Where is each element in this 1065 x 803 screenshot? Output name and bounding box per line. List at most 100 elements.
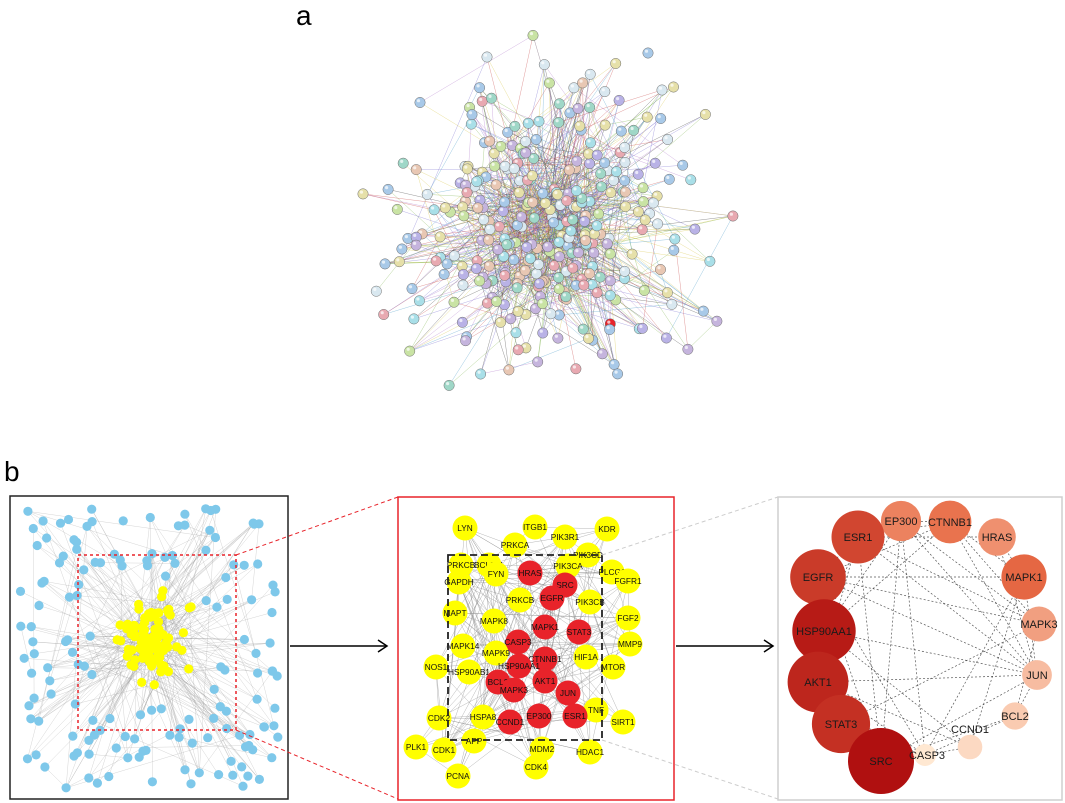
node-highlight xyxy=(684,345,689,350)
string-node xyxy=(668,81,679,93)
string-node xyxy=(615,125,627,137)
node-highlight xyxy=(486,262,490,266)
node-highlight xyxy=(532,305,536,309)
node-highlight xyxy=(416,99,421,103)
gene-label: CTNNB1 xyxy=(528,654,562,664)
node-highlight xyxy=(713,317,718,321)
network-node xyxy=(273,732,283,742)
network-node xyxy=(268,580,278,590)
network-edge xyxy=(65,641,132,666)
core-gene-node: PRKCB xyxy=(506,587,535,613)
node-highlight xyxy=(408,285,413,289)
network-node xyxy=(175,724,185,734)
node-highlight xyxy=(586,198,590,202)
string-node xyxy=(489,160,501,172)
string-node xyxy=(599,86,611,98)
node-highlight xyxy=(529,31,534,36)
core-node xyxy=(142,640,152,650)
string-node xyxy=(458,210,470,222)
node-highlight xyxy=(563,218,567,222)
hub-edge xyxy=(817,674,1038,683)
network-node xyxy=(85,631,95,641)
node-highlight xyxy=(476,196,481,200)
core-edge xyxy=(438,617,629,719)
arrow-2-head xyxy=(763,639,775,653)
gene-node-circle xyxy=(423,654,449,680)
network-edge xyxy=(146,560,169,639)
core-gene-node: ITGB1 xyxy=(522,514,548,540)
node-highlight xyxy=(507,315,511,319)
node-highlight xyxy=(501,162,506,167)
hub-edge xyxy=(857,536,882,762)
string-node xyxy=(656,84,668,96)
string-node xyxy=(578,279,590,291)
node-highlight xyxy=(477,370,481,374)
hub-gene-node: JUN xyxy=(555,680,581,706)
hub-edge xyxy=(823,630,1038,676)
string-edge xyxy=(576,265,625,272)
core-gene-node: CDK1 xyxy=(431,737,457,763)
core-node xyxy=(130,655,140,665)
string-node xyxy=(553,251,565,263)
network-edge xyxy=(133,517,151,667)
node-highlight xyxy=(587,139,591,143)
string-node xyxy=(584,268,595,280)
gene-node-circle xyxy=(442,600,468,626)
core-gene-node: MMP9 xyxy=(617,631,643,657)
string-node xyxy=(577,323,589,335)
string-node xyxy=(619,156,631,168)
hub-gene-node: EP300 xyxy=(880,500,922,542)
string-node xyxy=(619,175,631,187)
node-highlight xyxy=(451,252,455,256)
node-highlight xyxy=(539,189,543,194)
node-highlight xyxy=(554,334,559,338)
network-node xyxy=(170,558,180,569)
network-node xyxy=(201,596,211,606)
network-edge xyxy=(154,684,264,727)
node-highlight xyxy=(462,181,466,185)
core-edge xyxy=(438,717,591,753)
string-node xyxy=(642,47,654,59)
node-highlight xyxy=(566,109,571,113)
hub-gene-node: EGFR xyxy=(790,549,846,605)
string-node xyxy=(727,210,739,222)
string-edge xyxy=(496,184,733,217)
network-node xyxy=(235,730,245,740)
core-node xyxy=(165,610,175,620)
hub-edge xyxy=(949,521,1038,676)
gene-label: MMP9 xyxy=(618,639,642,649)
network-edge xyxy=(49,660,157,681)
gene-node-circle xyxy=(426,705,452,731)
node-highlight xyxy=(485,236,489,240)
network-node xyxy=(16,621,26,631)
string-edge xyxy=(401,248,528,265)
network-node xyxy=(34,600,44,611)
node-highlight xyxy=(573,187,577,191)
node-highlight xyxy=(557,201,561,205)
string-node xyxy=(599,119,611,131)
string-node xyxy=(604,289,616,301)
node-highlight xyxy=(373,287,377,291)
node-highlight xyxy=(578,275,582,279)
hub-gene-node: BCL2 xyxy=(1001,702,1029,730)
string-node xyxy=(585,137,596,149)
string-node xyxy=(457,268,469,280)
node-highlight xyxy=(474,204,478,208)
string-node xyxy=(577,77,589,89)
node-highlight xyxy=(555,274,559,278)
string-node xyxy=(572,103,584,114)
node-highlight xyxy=(613,168,617,172)
string-node xyxy=(539,197,551,209)
network-edge xyxy=(75,684,155,705)
core-gene-node: PIK3CD xyxy=(573,542,603,568)
node-highlight xyxy=(556,311,560,315)
node-highlight xyxy=(581,231,585,235)
network-node xyxy=(249,519,259,529)
network-node xyxy=(54,558,65,568)
node-highlight xyxy=(497,318,501,323)
node-highlight xyxy=(504,128,508,133)
network-node xyxy=(61,783,71,793)
network-node xyxy=(29,649,39,659)
node-highlight xyxy=(570,84,575,88)
network-edge xyxy=(100,562,184,633)
